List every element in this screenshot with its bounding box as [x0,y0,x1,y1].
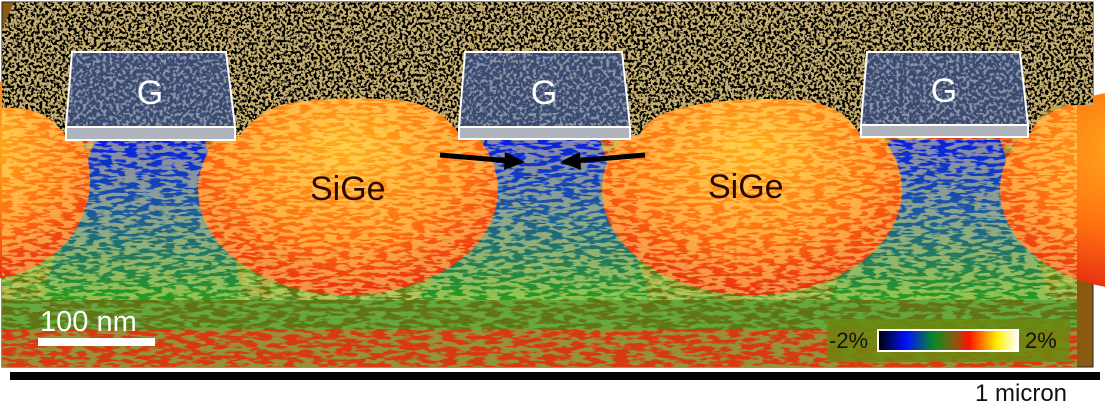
gate-1 [64,51,237,141]
length-bar [10,372,1100,380]
arrow-right [560,152,646,170]
gate-label: G [136,74,164,112]
gate-2 [457,51,632,140]
scale-bar-label: 100 nm [40,306,137,338]
gate-label: G [530,74,558,112]
gate-3 [859,51,1030,138]
colorbar-min-label: -2% [829,328,869,353]
scale-bar [38,338,155,346]
sige-label: SiGe [708,168,784,206]
colorbar-max-label: 2% [1025,328,1057,353]
sige-label: SiGe [310,170,386,208]
arrow-left [439,152,525,170]
length-bar-label: 1 micron [975,380,1068,407]
gate-label: G [930,72,958,110]
colorbar-gradient [877,329,1019,352]
